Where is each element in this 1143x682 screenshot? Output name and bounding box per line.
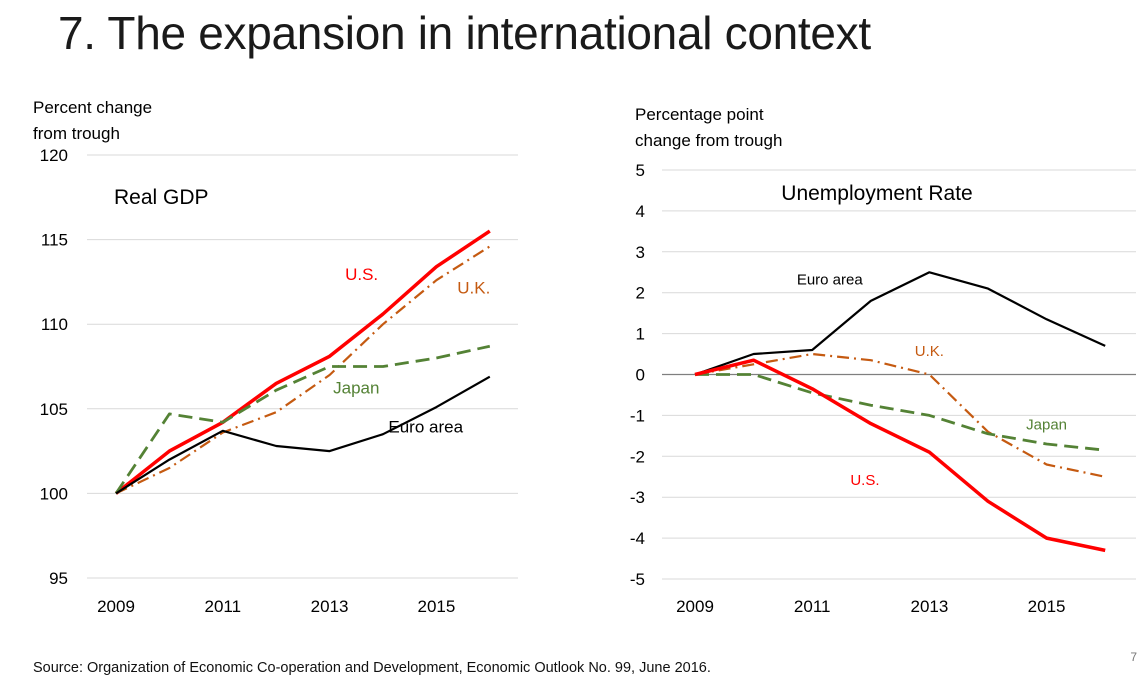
y-tick-label: -5 bbox=[630, 570, 645, 589]
y-tick-label: 115 bbox=[41, 231, 68, 250]
series-label-uk: U.K. bbox=[915, 343, 944, 360]
series-label-euro: Euro area bbox=[797, 272, 864, 289]
series-label-us: U.S. bbox=[345, 265, 378, 284]
real-gdp-chart: Percent change from trough 95 100 105 110 115 1… bbox=[33, 98, 518, 616]
y-tick-label: 100 bbox=[40, 484, 68, 503]
x-tick-label: 2009 bbox=[97, 597, 135, 616]
x-tick-label: 2013 bbox=[311, 597, 349, 616]
series-label-euro: Euro area bbox=[388, 417, 463, 436]
y-tick-label: 2 bbox=[636, 284, 645, 303]
x-tick-label: 2009 bbox=[676, 597, 714, 616]
y-tick-label: 1 bbox=[636, 325, 645, 344]
series-line-japan bbox=[114, 344, 491, 495]
y-tick-label: 4 bbox=[636, 202, 645, 221]
y-tick-label: -2 bbox=[630, 447, 645, 466]
series-line-us bbox=[694, 358, 1106, 553]
x-tick-label: 2013 bbox=[910, 597, 948, 616]
y-tick-label: 110 bbox=[41, 315, 68, 334]
series-line-japan bbox=[695, 373, 1106, 452]
page-number: 7 bbox=[1130, 650, 1137, 664]
y-axis-label: Percentage point bbox=[635, 105, 764, 124]
series-label-uk: U.K. bbox=[457, 279, 490, 298]
y-tick-label: 0 bbox=[636, 366, 645, 385]
y-tick-label: -3 bbox=[630, 488, 645, 507]
x-tick-label: 2011 bbox=[794, 597, 831, 616]
series-line-euro bbox=[115, 375, 491, 495]
y-axis-label: Percent change bbox=[33, 98, 152, 117]
series-label-japan: Japan bbox=[1026, 417, 1067, 434]
chart-title: Real GDP bbox=[114, 186, 209, 209]
slide-title: 7. The expansion in international contex… bbox=[58, 7, 871, 59]
x-tick-label: 2011 bbox=[205, 597, 242, 616]
x-tick-label: 2015 bbox=[1028, 597, 1066, 616]
source-note: Source: Organization of Economic Co-oper… bbox=[33, 660, 711, 676]
y-tick-label: 105 bbox=[40, 400, 68, 419]
y-tick-label: 5 bbox=[636, 161, 645, 180]
y-tick-label: 120 bbox=[40, 146, 68, 165]
y-axis-label: from trough bbox=[33, 124, 120, 143]
y-axis-label: change from trough bbox=[635, 131, 782, 150]
series-line-euro bbox=[694, 271, 1106, 376]
y-tick-label: 3 bbox=[636, 243, 645, 262]
series-line-us bbox=[114, 229, 491, 495]
series-label-japan: Japan bbox=[333, 379, 379, 398]
y-tick-label: 95 bbox=[49, 569, 68, 588]
y-tick-label: -4 bbox=[630, 529, 645, 548]
unemployment-rate-chart: Percentage point change from trough -5 -4 -3… bbox=[630, 105, 1136, 616]
y-tick-label: -1 bbox=[630, 406, 645, 425]
x-tick-label: 2015 bbox=[417, 597, 455, 616]
series-label-us: U.S. bbox=[850, 472, 879, 489]
chart-title: Unemployment Rate bbox=[781, 182, 972, 205]
